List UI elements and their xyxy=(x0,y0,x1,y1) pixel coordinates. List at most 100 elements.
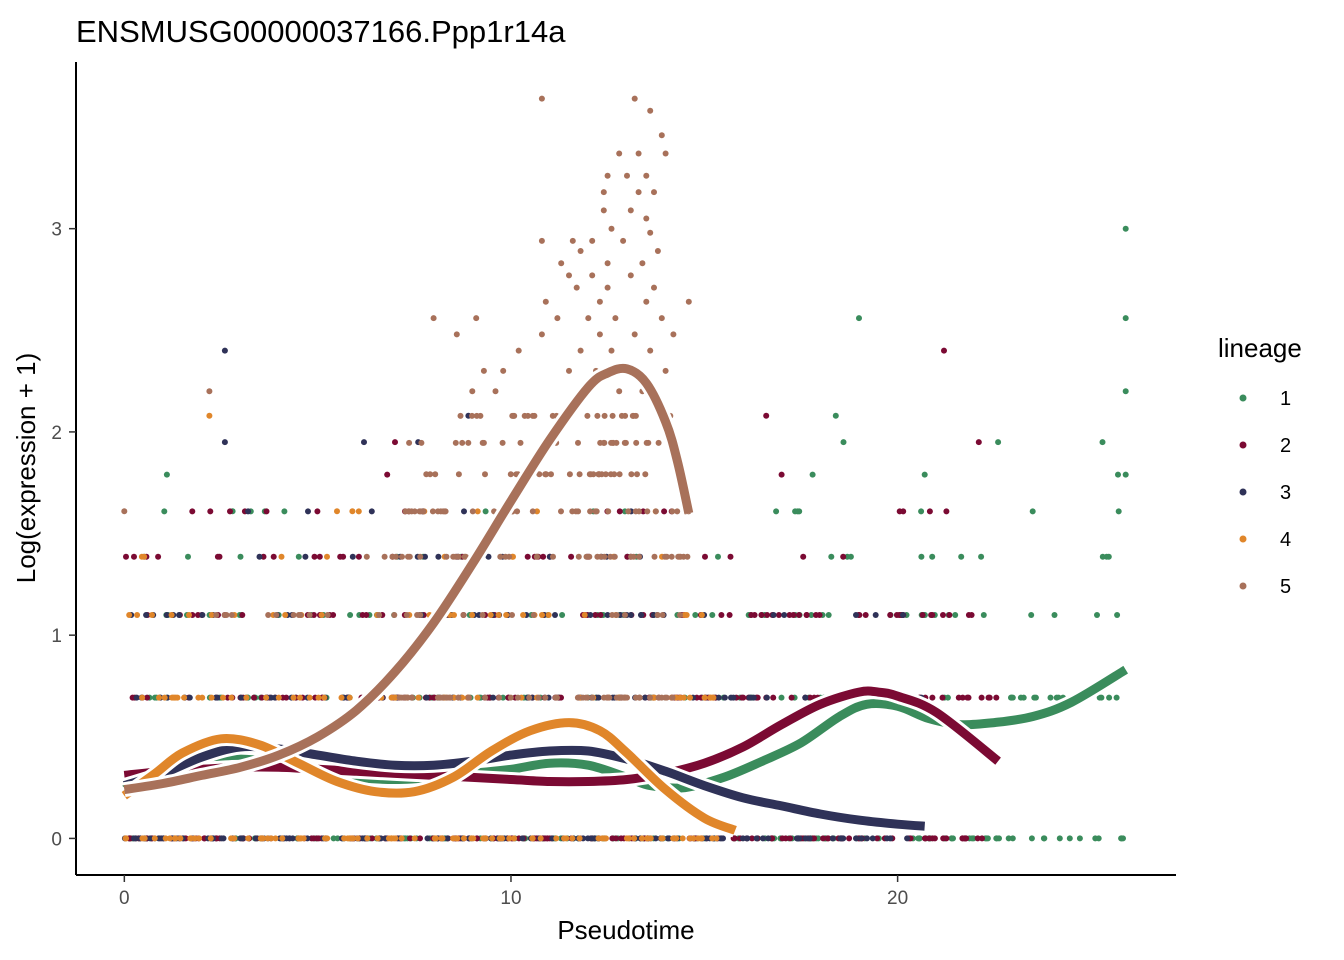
data-point-lineage-4 xyxy=(324,835,331,842)
data-point-lineage-1 xyxy=(1029,508,1036,515)
data-point-lineage-5 xyxy=(589,272,596,279)
data-point-lineage-5 xyxy=(213,612,220,618)
data-point-lineage-3 xyxy=(305,508,311,515)
data-point-lineage-5 xyxy=(297,612,304,618)
data-point-lineage-3 xyxy=(252,835,259,842)
data-point-lineage-2 xyxy=(189,508,196,515)
data-point-lineage-1 xyxy=(1106,694,1113,701)
data-point-lineage-5 xyxy=(606,694,613,701)
data-point-lineage-1 xyxy=(334,835,341,842)
data-point-lineage-5 xyxy=(530,612,537,618)
data-point-lineage-2 xyxy=(540,553,547,560)
data-point-lineage-3 xyxy=(770,612,777,618)
data-point-lineage-5 xyxy=(616,150,623,157)
data-point-lineage-2 xyxy=(315,835,322,842)
data-point-lineage-1 xyxy=(1094,612,1100,618)
data-point-lineage-2 xyxy=(330,612,337,618)
legend-label-lineage-4: 4 xyxy=(1280,529,1291,551)
data-point-lineage-5 xyxy=(628,471,635,478)
data-point-lineage-3 xyxy=(131,835,137,842)
data-point-lineage-1 xyxy=(281,508,288,515)
data-point-lineage-5 xyxy=(611,553,618,560)
data-point-lineage-4 xyxy=(460,835,467,842)
data-point-lineage-5 xyxy=(625,508,632,515)
data-point-lineage-5 xyxy=(647,229,654,236)
data-point-lineage-2 xyxy=(775,612,782,618)
data-point-lineage-4 xyxy=(659,835,666,842)
data-point-lineage-5 xyxy=(457,412,464,419)
data-point-lineage-4 xyxy=(398,835,405,842)
data-point-lineage-5 xyxy=(684,553,691,560)
data-point-lineage-5 xyxy=(609,412,616,419)
data-point-lineage-3 xyxy=(163,612,170,618)
legend-key-lineage-5 xyxy=(1239,582,1247,590)
data-point-lineage-5 xyxy=(654,248,661,254)
data-point-lineage-5 xyxy=(651,553,658,560)
data-point-lineage-5 xyxy=(624,694,630,701)
data-point-lineage-5 xyxy=(569,508,576,515)
data-point-lineage-2 xyxy=(369,835,376,842)
data-point-lineage-5 xyxy=(608,225,615,232)
data-point-lineage-5 xyxy=(499,439,506,446)
data-point-lineage-2 xyxy=(926,508,933,515)
data-point-lineage-1 xyxy=(1099,553,1106,560)
data-point-lineage-4 xyxy=(503,612,510,618)
data-point-lineage-2 xyxy=(316,553,323,560)
data-point-lineage-5 xyxy=(389,553,396,560)
data-point-lineage-4 xyxy=(511,835,518,842)
data-point-lineage-3 xyxy=(552,612,558,618)
data-point-lineage-4 xyxy=(123,835,130,842)
data-point-lineage-1 xyxy=(1098,694,1105,701)
data-point-lineage-2 xyxy=(820,835,827,842)
data-point-lineage-5 xyxy=(552,694,559,701)
data-point-lineage-3 xyxy=(853,835,859,842)
data-point-lineage-4 xyxy=(151,835,158,842)
data-point-lineage-4 xyxy=(170,694,177,701)
data-point-lineage-5 xyxy=(273,612,280,618)
data-point-lineage-3 xyxy=(858,835,865,842)
data-point-lineage-5 xyxy=(582,694,589,701)
data-point-lineage-4 xyxy=(264,835,271,842)
data-point-lineage-5 xyxy=(228,612,235,618)
data-point-lineage-3 xyxy=(444,835,451,842)
data-point-lineage-2 xyxy=(195,612,201,618)
data-point-lineage-5 xyxy=(290,612,297,618)
data-point-lineage-3 xyxy=(638,612,645,618)
data-point-lineage-5 xyxy=(597,439,604,446)
data-point-lineage-2 xyxy=(568,553,575,560)
data-point-lineage-3 xyxy=(763,694,770,701)
data-point-lineage-5 xyxy=(469,412,475,419)
data-point-lineage-4 xyxy=(644,835,651,842)
data-point-lineage-5 xyxy=(643,439,650,446)
data-point-lineage-5 xyxy=(662,367,669,374)
data-point-lineage-4 xyxy=(186,612,192,618)
data-point-lineage-4 xyxy=(257,835,264,842)
data-point-lineage-4 xyxy=(321,694,328,701)
data-point-lineage-5 xyxy=(594,412,601,419)
data-point-lineage-4 xyxy=(208,694,215,701)
data-point-lineage-5 xyxy=(538,237,545,244)
data-point-lineage-5 xyxy=(524,412,531,419)
curve-lineage-4 xyxy=(121,718,737,835)
data-point-lineage-1 xyxy=(773,508,780,515)
data-point-lineage-4 xyxy=(411,835,418,842)
data-point-lineage-5 xyxy=(502,553,509,560)
data-point-lineage-3 xyxy=(781,612,788,618)
data-point-lineage-5 xyxy=(604,172,611,179)
data-point-lineage-4 xyxy=(495,612,502,618)
data-point-lineage-1 xyxy=(809,471,816,478)
data-point-lineage-5 xyxy=(655,439,662,446)
data-point-lineage-1 xyxy=(1005,835,1012,842)
data-point-lineage-2 xyxy=(227,508,233,515)
data-point-lineage-4 xyxy=(162,835,169,842)
data-point-lineage-4 xyxy=(520,612,527,618)
data-point-lineage-5 xyxy=(450,553,457,560)
data-point-lineage-5 xyxy=(643,298,650,305)
data-point-lineage-3 xyxy=(730,694,737,701)
data-point-lineage-1 xyxy=(1113,694,1120,701)
data-point-lineage-3 xyxy=(604,612,611,618)
data-point-lineage-5 xyxy=(632,508,639,515)
x-tick-label: 20 xyxy=(887,888,908,909)
data-point-lineage-2 xyxy=(928,612,935,618)
data-point-lineage-5 xyxy=(324,612,331,618)
